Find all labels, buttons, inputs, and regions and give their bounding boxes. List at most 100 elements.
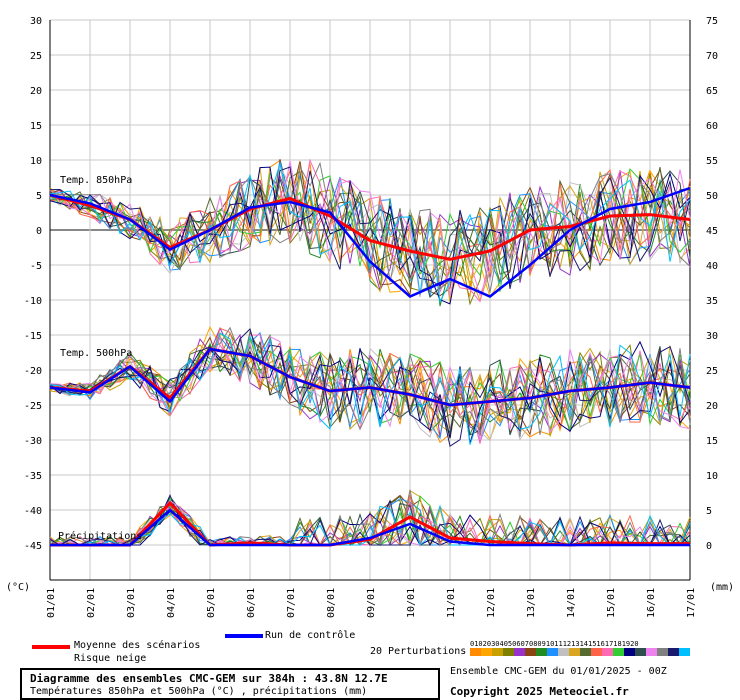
date-tick-label: 09/01: [366, 588, 377, 618]
perturbation-swatch: [657, 648, 668, 656]
left-tick-label: 0: [36, 226, 42, 237]
perturbation-swatch: [525, 648, 536, 656]
date-tick-label: 15/01: [606, 588, 617, 618]
date-tick-label: 13/01: [526, 588, 537, 618]
chart-grid: [49, 19, 691, 581]
right-tick-label: 15: [706, 436, 718, 447]
perturbation-line: [49, 335, 691, 441]
control-precip-line: [50, 508, 690, 547]
date-tick-label: 16/01: [646, 588, 657, 618]
perturbation-swatch: [503, 648, 514, 656]
perturbation-numbers: 0102030405060708091011121314151617181920: [470, 640, 639, 648]
left-unit-label: (°C): [6, 582, 30, 593]
legend-mean-swatch: [32, 645, 70, 649]
footer-info-box: Diagramme des ensembles CMC-GEM sur 384h…: [20, 668, 440, 700]
left-tick-label: -15: [24, 331, 42, 342]
panel-label-t850: Temp. 850hPa: [60, 175, 132, 186]
perturbation-swatch: [635, 648, 646, 656]
control-t500-line: [49, 347, 691, 407]
legend-control-swatch: [225, 634, 263, 638]
right-tick-label: 60: [706, 121, 718, 132]
perturbation-swatch: [668, 648, 679, 656]
ensemble-run-label: Ensemble CMC-GEM du 01/01/2025 - 00Z: [450, 666, 667, 677]
perturbation-line: [49, 158, 691, 303]
left-tick-label: -20: [24, 366, 42, 377]
footer-subtitle: Températures 850hPa et 500hPa (°C) , pré…: [30, 686, 368, 697]
right-tick-label: 35: [706, 296, 718, 307]
legend-perturbations-label: 20 Perturbations: [370, 646, 467, 657]
perturbation-swatch: [470, 648, 481, 656]
date-tick-label: 10/01: [406, 588, 417, 618]
left-tick-label: -45: [24, 541, 42, 552]
right-tick-label: 70: [706, 51, 718, 62]
perturbation-line: [49, 160, 691, 297]
main-series-lines: [49, 186, 691, 547]
panel-label-precip: Précipitations: [58, 530, 142, 542]
perturbation-line: [49, 332, 691, 431]
footer-title: Diagramme des ensembles CMC-GEM sur 384h…: [30, 672, 388, 685]
perturbation-swatch: [514, 648, 525, 656]
perturbation-swatch: [492, 648, 503, 656]
perturbation-swatch: [558, 648, 569, 656]
panel-label-t500: Temp. 500hPa: [60, 348, 132, 359]
left-tick-label: -5: [30, 261, 42, 272]
left-tick-label: -40: [24, 506, 42, 517]
legend-control-label: Run de contrôle: [265, 630, 356, 641]
perturbation-swatch: [547, 648, 558, 656]
legend-snow-label: Risque neige: [74, 653, 147, 664]
date-tick-label: 17/01: [686, 588, 697, 618]
perturbation-swatch: [481, 648, 492, 656]
legend-mean-label: Moyenne des scénarios: [74, 640, 201, 651]
right-tick-label: 20: [706, 401, 718, 412]
date-tick-label: 08/01: [326, 588, 337, 618]
right-tick-label: 0: [706, 541, 712, 552]
perturbation-line: [49, 336, 691, 437]
date-tick-label: 07/01: [286, 588, 297, 618]
left-tick-label: 5: [36, 191, 42, 202]
perturbation-swatch: [591, 648, 602, 656]
left-tick-label: -35: [24, 471, 42, 482]
left-axis-ticks: 30 25 20 15 10 5 0 -5 -10 -15 -20 -25 -30 -35 -40 -45: [24, 16, 42, 552]
date-tick-label: 01/01: [46, 588, 57, 618]
perturbation-line: [49, 163, 691, 304]
left-tick-label: -30: [24, 436, 42, 447]
right-tick-label: 40: [706, 261, 718, 272]
date-axis-ticks: 01/01 02/01 03/01 04/01 05/01 06/01 07/01 08/01…: [46, 588, 697, 618]
right-tick-label: 25: [706, 366, 718, 377]
perturbation-swatch: [580, 648, 591, 656]
perturbation-swatches: [470, 648, 690, 656]
control-t850-line: [49, 186, 691, 298]
date-tick-label: 03/01: [126, 588, 137, 618]
perturbation-line: [49, 170, 691, 298]
right-tick-label: 10: [706, 471, 718, 482]
copyright-label: Copyright 2025 Meteociel.fr: [450, 685, 629, 698]
right-tick-label: 55: [706, 156, 718, 167]
left-tick-label: 10: [30, 156, 42, 167]
right-tick-label: 50: [706, 191, 718, 202]
date-tick-label: 11/01: [446, 588, 457, 618]
perturbation-swatch: [646, 648, 657, 656]
date-tick-label: 05/01: [206, 588, 217, 618]
perturbation-line: [49, 161, 691, 293]
right-tick-label: 5: [706, 506, 712, 517]
date-tick-label: 04/01: [166, 588, 177, 618]
right-unit-label: (mm): [710, 582, 734, 593]
perturbation-swatch: [624, 648, 635, 656]
left-tick-label: 25: [30, 51, 42, 62]
left-tick-label: 15: [30, 121, 42, 132]
date-tick-label: 06/01: [246, 588, 257, 618]
right-tick-label: 75: [706, 16, 718, 27]
left-tick-label: 30: [30, 16, 42, 27]
right-tick-label: 30: [706, 331, 718, 342]
right-tick-label: 65: [706, 86, 718, 97]
left-tick-label: 20: [30, 86, 42, 97]
perturbation-swatch: [679, 648, 690, 656]
perturbation-swatch: [569, 648, 580, 656]
perturbation-swatch: [613, 648, 624, 656]
perturbation-swatch: [536, 648, 547, 656]
right-tick-label: 45: [706, 226, 718, 237]
date-tick-label: 14/01: [566, 588, 577, 618]
left-tick-label: -10: [24, 296, 42, 307]
